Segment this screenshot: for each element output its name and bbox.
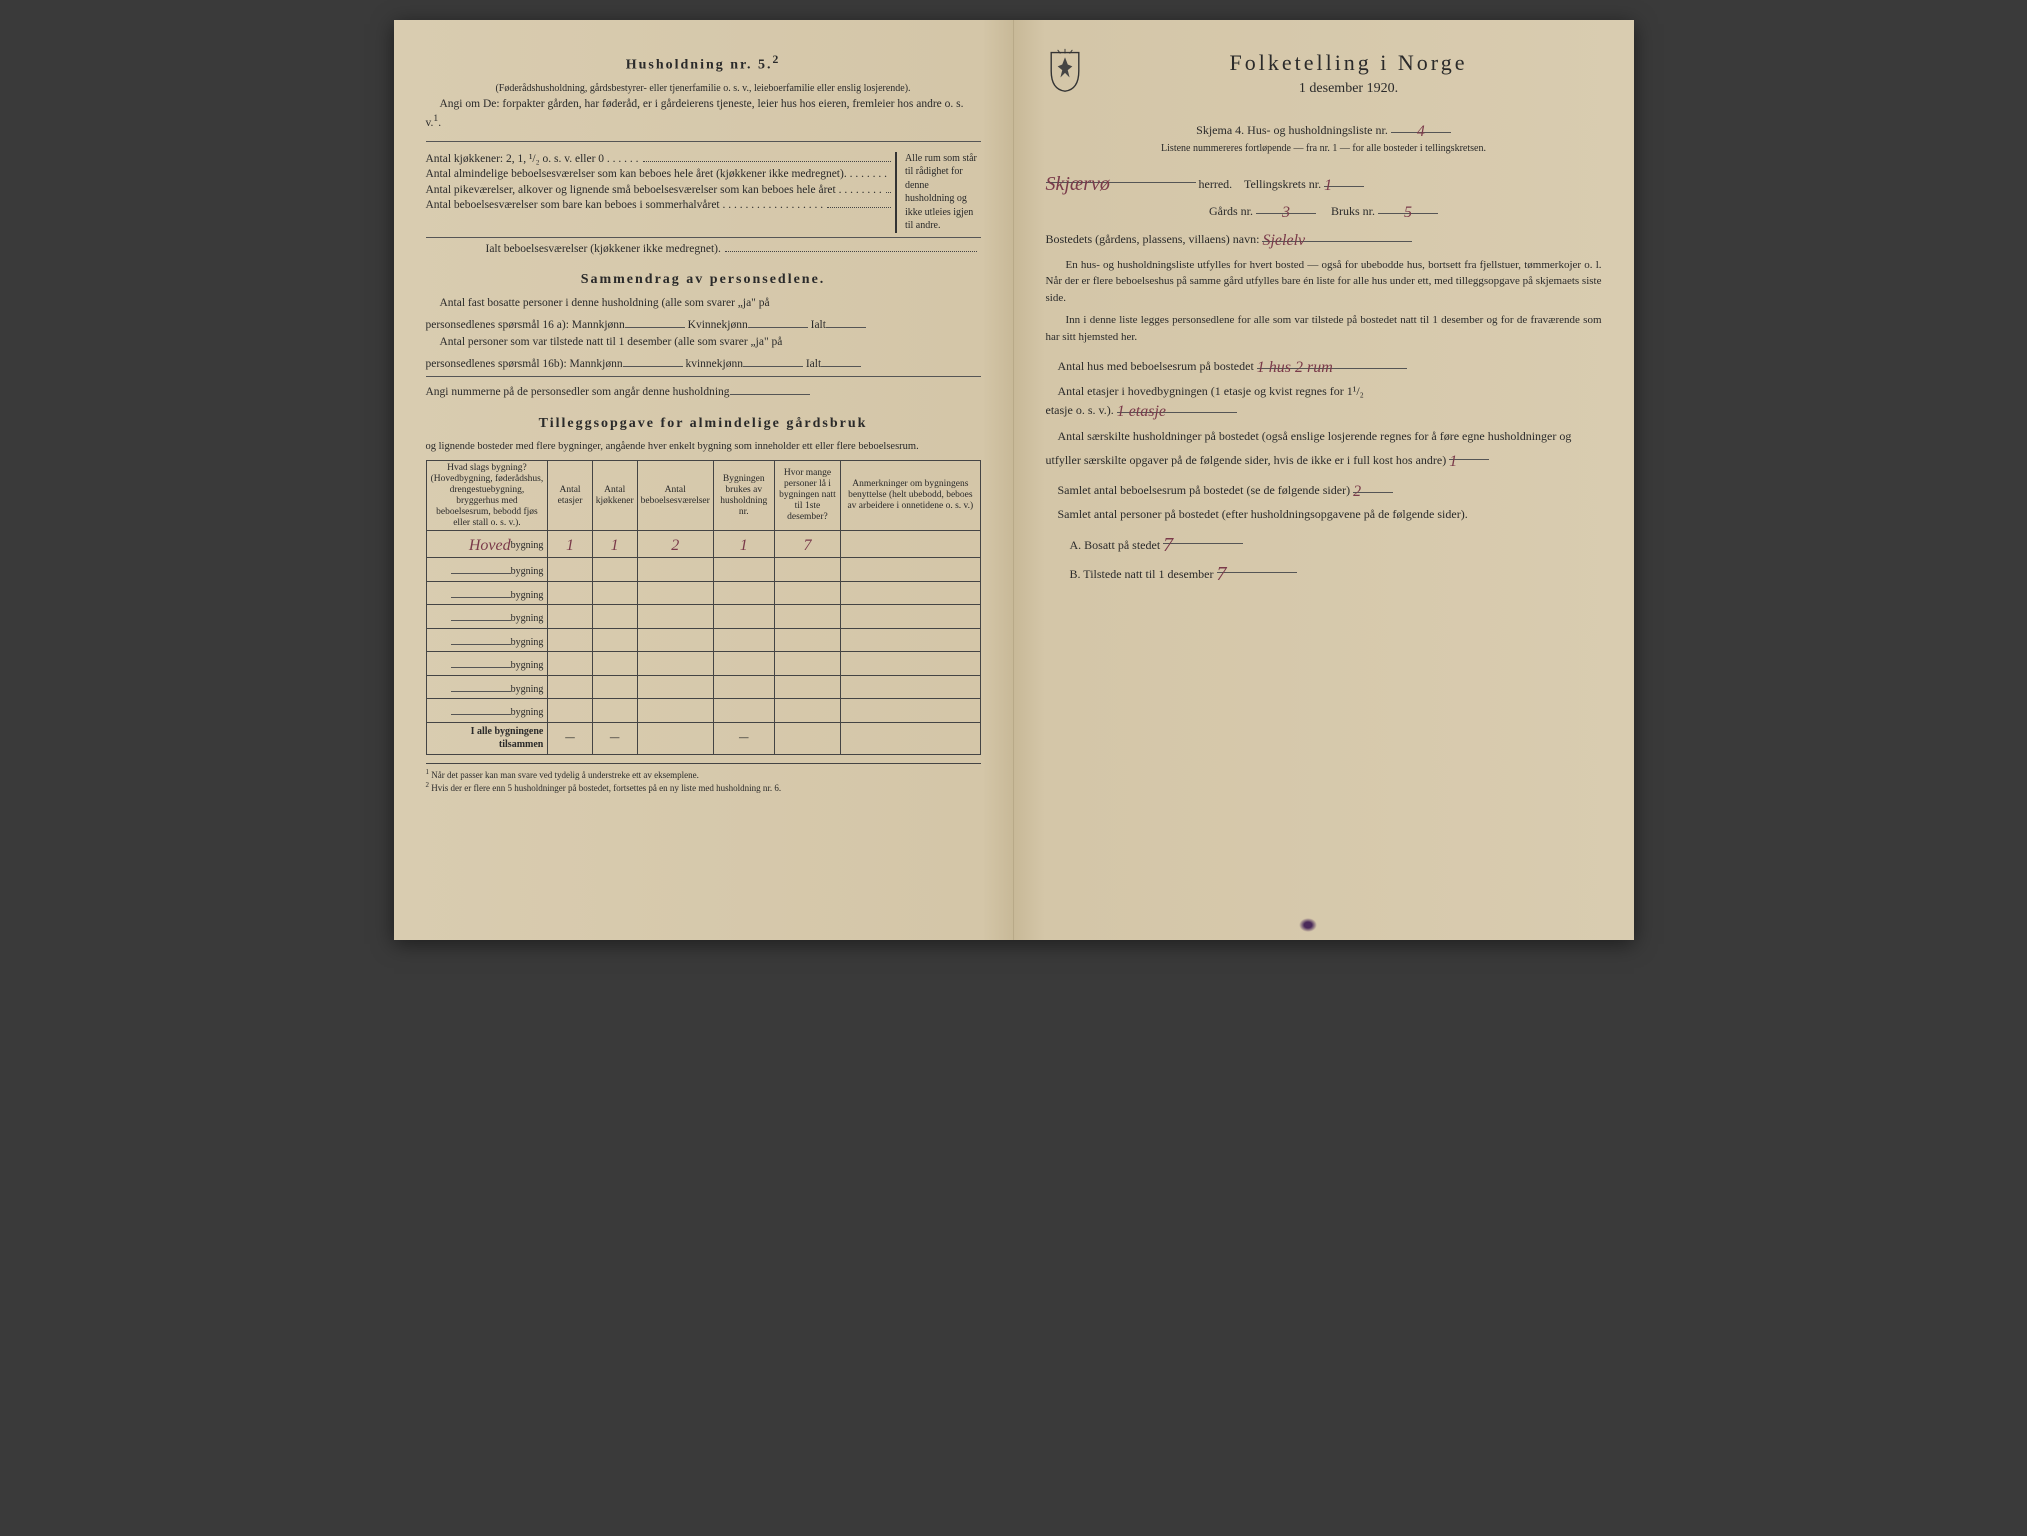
table-row: bygning [426,605,980,629]
room-count-block: Antal kjøkkener: 2, 1, ¹/₂ o. s. v. elle… [426,152,981,233]
s3-sub: og lignende bosteder med flere bygninger… [426,440,981,454]
th-remarks: Anmerkninger om bygningens benyttelse (h… [841,460,980,531]
s2-line2: Antal personer som var tilstede natt til… [426,335,981,351]
coat-of-arms-icon [1046,48,1084,100]
th-household: Bygningen brukes av husholdning nr. [713,460,774,531]
building-rows: Hovedbygning 1 1 2 1 7 bygning bygning b… [426,531,980,754]
sub-note-2: Angi om De: forpakter gården, har føderå… [426,97,981,131]
addendum-title: Tilleggsopgave for almindelige gårdsbruk [426,415,981,434]
instructions: En hus- og husholdningsliste utfylles fo… [1046,257,1602,346]
table-row: bygning [426,652,980,676]
q3-row: Antal særskilte husholdninger på bostede… [1046,426,1602,471]
ink-spot [1299,918,1317,932]
th-rooms: Antal beboelsesværelser [637,460,713,531]
footnotes: 1 Når det passer kan man svare ved tydel… [426,763,981,794]
row-maid: Antal pikeværelser, alkover og lignende … [426,183,882,199]
q1-row: Antal hus med beboelsesrum på bostedet 1… [1046,355,1602,374]
row-summer: Antal beboelsesværelser som bare kan beb… [426,198,824,214]
th-floors: Antal etasjer [548,460,592,531]
s2-line1b: personsedlenes spørsmål 16 a): Mannkjønn… [426,314,981,334]
table-row: bygning [426,581,980,605]
gards-row: Gårds nr. 3 Bruks nr. 5 [1046,200,1602,219]
th-persons: Hvor mange personer lå i bygningen natt … [774,460,840,531]
left-page: Husholdning nr. 5.2 (Føderådshusholdning… [394,20,1014,940]
row-total: Ialt beboelsesværelser (kjøkkener ikke m… [486,242,721,258]
building-table: Hvad slags bygning? (Hovedbygning, føder… [426,460,981,755]
table-row: bygning [426,558,980,582]
form-number-line: Skjema 4. Hus- og husholdningsliste nr. … [1046,119,1602,138]
bosted-row: Bostedets (gårdens, plassens, villaens) … [1046,228,1602,247]
list-numbering-note: Listene nummereres fortløpende — fra nr.… [1046,142,1602,156]
row-ordinary: Antal almindelige beboelsesværelser som … [426,167,887,183]
q2-row: Antal etasjer i hovedbygningen (1 etasje… [1046,383,1602,418]
table-row: Hovedbygning 1 1 2 1 7 [426,531,980,558]
q5-row: Samlet antal personer på bostedet (efter… [1046,506,1602,522]
table-row: bygning [426,628,980,652]
qA-row: A. Bosatt på stedet 7 [1046,530,1602,553]
brace-note: Alle rum som står til rådighet for denne… [895,152,981,233]
row-kitchens: Antal kjøkkener: 2, 1, ¹/₂ o. s. v. elle… [426,152,639,168]
household-title: Husholdning nr. 5.2 [426,52,981,76]
summary-title: Sammendrag av personsedlene. [426,271,981,290]
q4-row: Samlet antal beboelsesrum på bostedet (s… [1046,479,1602,498]
main-title: Folketelling i Norge [1096,48,1602,78]
totals-row: I alle bygningene tilsammen ——— [426,722,980,754]
s2-line1: Antal fast bosatte personer i denne hush… [426,296,981,312]
herred-row: Skjærvø herred. Tellingskrets nr. 1 [1046,169,1602,192]
th-kitchens: Antal kjøkkener [592,460,637,531]
s2-line2b: personsedlenes spørsmål 16b): Mannkjønn … [426,353,981,373]
table-row: bygning [426,675,980,699]
sub-note-1: (Føderådshusholdning, gårdsbestyrer- ell… [426,82,981,96]
census-date: 1 desember 1920. [1096,80,1602,99]
qB-row: B. Tilstede natt til 1 desember 7 [1046,559,1602,582]
table-row: bygning [426,699,980,723]
th-type: Hvad slags bygning? (Hovedbygning, føder… [426,460,548,531]
s2-line3: Angi nummerne på de personsedler som ang… [426,381,981,401]
right-page: Folketelling i Norge 1 desember 1920. Sk… [1014,20,1634,940]
document-spread: Husholdning nr. 5.2 (Føderådshusholdning… [394,20,1634,940]
